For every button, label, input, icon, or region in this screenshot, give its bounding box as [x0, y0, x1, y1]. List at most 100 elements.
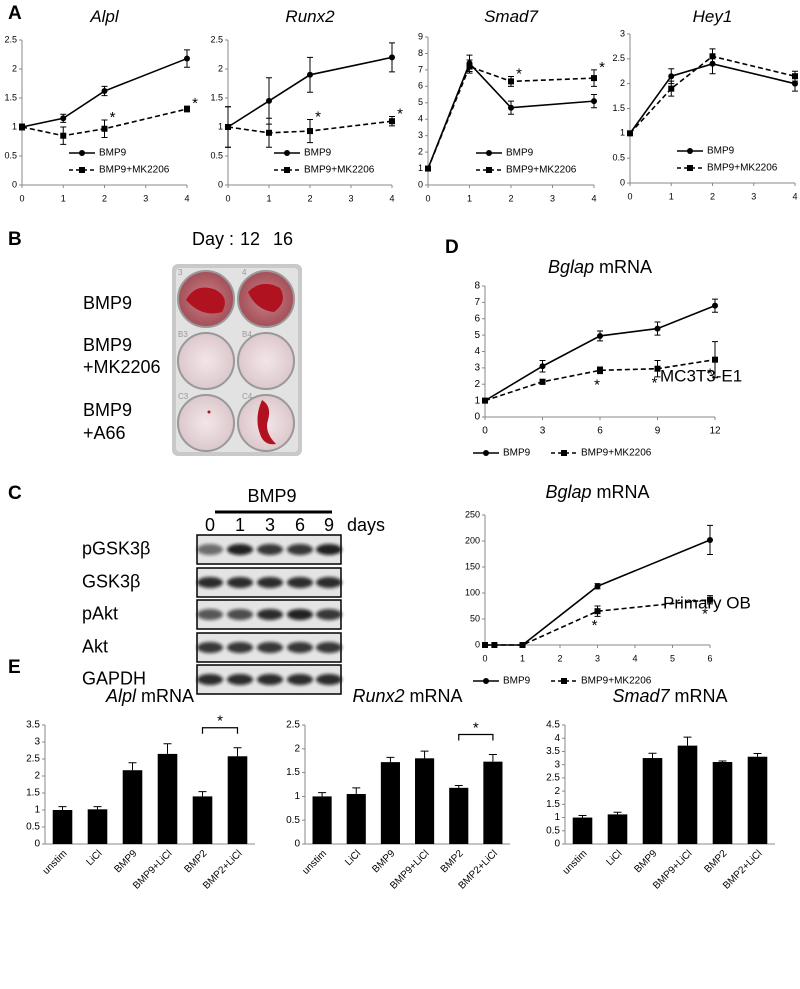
lane-label: 6 — [295, 515, 305, 535]
x-tick-label: 2 — [508, 193, 513, 203]
title-gene: Smad7 — [484, 7, 538, 26]
y-tick-label: 0.5 — [210, 150, 223, 160]
marker — [491, 642, 498, 648]
blot-band — [227, 609, 253, 620]
y-tick-label: 3 — [418, 130, 423, 140]
y-tick-label: 0 — [218, 179, 223, 189]
chart-title: Runx2 — [285, 7, 335, 26]
series-line — [629, 62, 796, 134]
significance-bracket — [201, 727, 239, 734]
error-bar — [58, 806, 67, 810]
significance-mark: * — [473, 719, 479, 736]
bar — [607, 814, 628, 844]
title-gene: Alpl — [105, 686, 137, 706]
day: 16 — [273, 229, 293, 249]
y-tick-label: 1 — [218, 121, 223, 131]
x-tick-label: 1 — [467, 193, 472, 203]
marker — [654, 325, 661, 332]
legend-marker — [687, 148, 693, 154]
y-tick-label: 4 — [474, 346, 480, 357]
marker — [707, 596, 713, 603]
legend-marker — [561, 678, 567, 684]
legend-marker — [687, 165, 693, 171]
blot-band — [316, 577, 342, 588]
y-tick-label: 2.5 — [612, 53, 625, 63]
y-tick-label: 7 — [474, 297, 480, 308]
marker — [709, 53, 716, 60]
y-tick-label: 4.5 — [546, 720, 560, 731]
marker — [539, 378, 546, 385]
well-label: B3 — [178, 330, 188, 339]
legend-label: BMP9+MK2206 — [99, 165, 170, 176]
x-tick-label: 2 — [557, 653, 562, 663]
blot-band — [257, 674, 283, 685]
chart-title: Hey1 — [693, 7, 733, 26]
blot-band — [197, 642, 223, 653]
x-tick-label: 0 — [225, 193, 230, 203]
y-tick-label: 6 — [474, 313, 480, 324]
title-suffix: mRNA — [597, 482, 650, 502]
y-tick-label: 1 — [554, 812, 560, 823]
marker — [591, 98, 597, 105]
y-tick-label: 1.5 — [546, 799, 560, 810]
marker — [60, 132, 67, 139]
y-tick-label: 2 — [218, 63, 223, 73]
marker — [668, 73, 675, 80]
x-tick-label: 5 — [670, 653, 675, 663]
title-gene: Smad7 — [612, 686, 670, 706]
x-tick-label: 3 — [540, 426, 546, 437]
significance-mark: * — [594, 376, 600, 393]
chart-title: Bglap mRNA — [548, 257, 652, 277]
day: 12 — [240, 229, 260, 249]
significance-mark: * — [217, 713, 223, 730]
x-tick-label: 0 — [482, 653, 487, 663]
series-line — [21, 57, 188, 128]
lane-label: 3 — [265, 515, 275, 535]
legend-label: BMP9+MK2206 — [506, 165, 577, 176]
y-tick-label: 7 — [418, 64, 423, 74]
legend-label: BMP9 — [503, 448, 531, 459]
lane-unit: days — [347, 515, 385, 535]
y-tick-label: 1.5 — [26, 788, 40, 799]
x-tick-label: 0 — [482, 426, 488, 437]
lane-label: 1 — [235, 515, 245, 535]
x-tick-label: 12 — [709, 426, 721, 437]
marker — [60, 115, 67, 122]
y-tick-label: 3 — [554, 759, 560, 770]
marker — [425, 165, 431, 172]
lane-label: 0 — [205, 515, 215, 535]
y-tick-label: 2 — [620, 78, 625, 88]
marker — [389, 54, 395, 61]
y-tick-label: 0 — [474, 412, 480, 423]
row-label: BMP9 — [83, 400, 132, 420]
marker — [184, 55, 190, 62]
marker — [597, 367, 603, 374]
significance-mark: * — [707, 366, 713, 383]
x-tick-label: BMP2 — [702, 848, 729, 875]
x-tick-label: 1 — [520, 653, 525, 663]
marker — [307, 71, 313, 78]
row-label: BMP9 — [83, 335, 132, 355]
error-bar — [454, 784, 463, 788]
marker — [591, 75, 597, 82]
marker — [594, 608, 601, 615]
chart-title: Bglap mRNA — [545, 482, 649, 502]
y-tick-label: 3.5 — [26, 720, 40, 731]
x-tick-label: 3 — [751, 191, 756, 201]
y-tick-label: 1 — [620, 128, 625, 138]
blot-band — [227, 674, 253, 685]
y-tick-label: 250 — [465, 509, 480, 519]
bar — [572, 817, 593, 844]
y-tick-label: 100 — [465, 587, 480, 597]
chart-title: Alpl mRNA — [105, 686, 194, 706]
error-bar — [386, 756, 395, 763]
well-label: C4 — [242, 392, 253, 401]
legend-label: BMP9 — [99, 148, 127, 159]
x-tick-label: BMP9 — [112, 848, 139, 875]
y-tick-label: 1 — [418, 163, 423, 173]
marker — [519, 642, 526, 648]
bar — [677, 745, 698, 844]
blot-band — [197, 674, 223, 685]
blot-band — [316, 609, 342, 620]
x-tick-label: 4 — [632, 653, 637, 663]
